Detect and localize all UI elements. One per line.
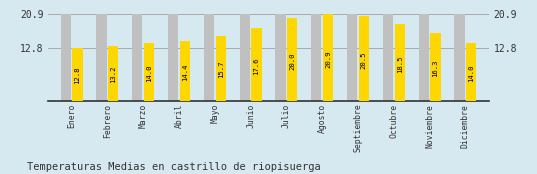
- Text: 18.5: 18.5: [397, 55, 403, 73]
- Bar: [108, 46, 118, 101]
- Bar: [311, 14, 321, 101]
- Bar: [61, 14, 71, 101]
- Text: 20.0: 20.0: [289, 52, 295, 70]
- Text: Temperaturas Medias en castrillo de riopisuerga: Temperaturas Medias en castrillo de riop…: [27, 162, 321, 172]
- Bar: [275, 14, 286, 101]
- Bar: [251, 28, 262, 101]
- Text: 20.9: 20.9: [325, 50, 331, 68]
- Text: 14.0: 14.0: [468, 64, 474, 82]
- Text: 14.0: 14.0: [146, 64, 152, 82]
- Bar: [144, 43, 154, 101]
- Bar: [240, 14, 250, 101]
- Text: 15.7: 15.7: [217, 61, 224, 78]
- Bar: [72, 48, 83, 101]
- Text: 12.8: 12.8: [75, 67, 81, 84]
- Text: 13.2: 13.2: [110, 66, 117, 83]
- Bar: [419, 14, 429, 101]
- Bar: [97, 14, 106, 101]
- Text: 14.4: 14.4: [182, 63, 188, 81]
- Bar: [395, 24, 405, 101]
- Bar: [168, 14, 178, 101]
- Bar: [466, 43, 476, 101]
- Bar: [431, 33, 440, 101]
- Bar: [454, 14, 465, 101]
- Bar: [204, 14, 214, 101]
- Bar: [180, 41, 190, 101]
- Text: 16.3: 16.3: [432, 60, 439, 77]
- Bar: [347, 14, 357, 101]
- Bar: [216, 35, 226, 101]
- Text: 20.5: 20.5: [361, 51, 367, 69]
- Text: 17.6: 17.6: [253, 57, 259, 74]
- Bar: [383, 14, 393, 101]
- Bar: [287, 18, 297, 101]
- Bar: [359, 16, 369, 101]
- Bar: [323, 14, 333, 101]
- Bar: [132, 14, 142, 101]
